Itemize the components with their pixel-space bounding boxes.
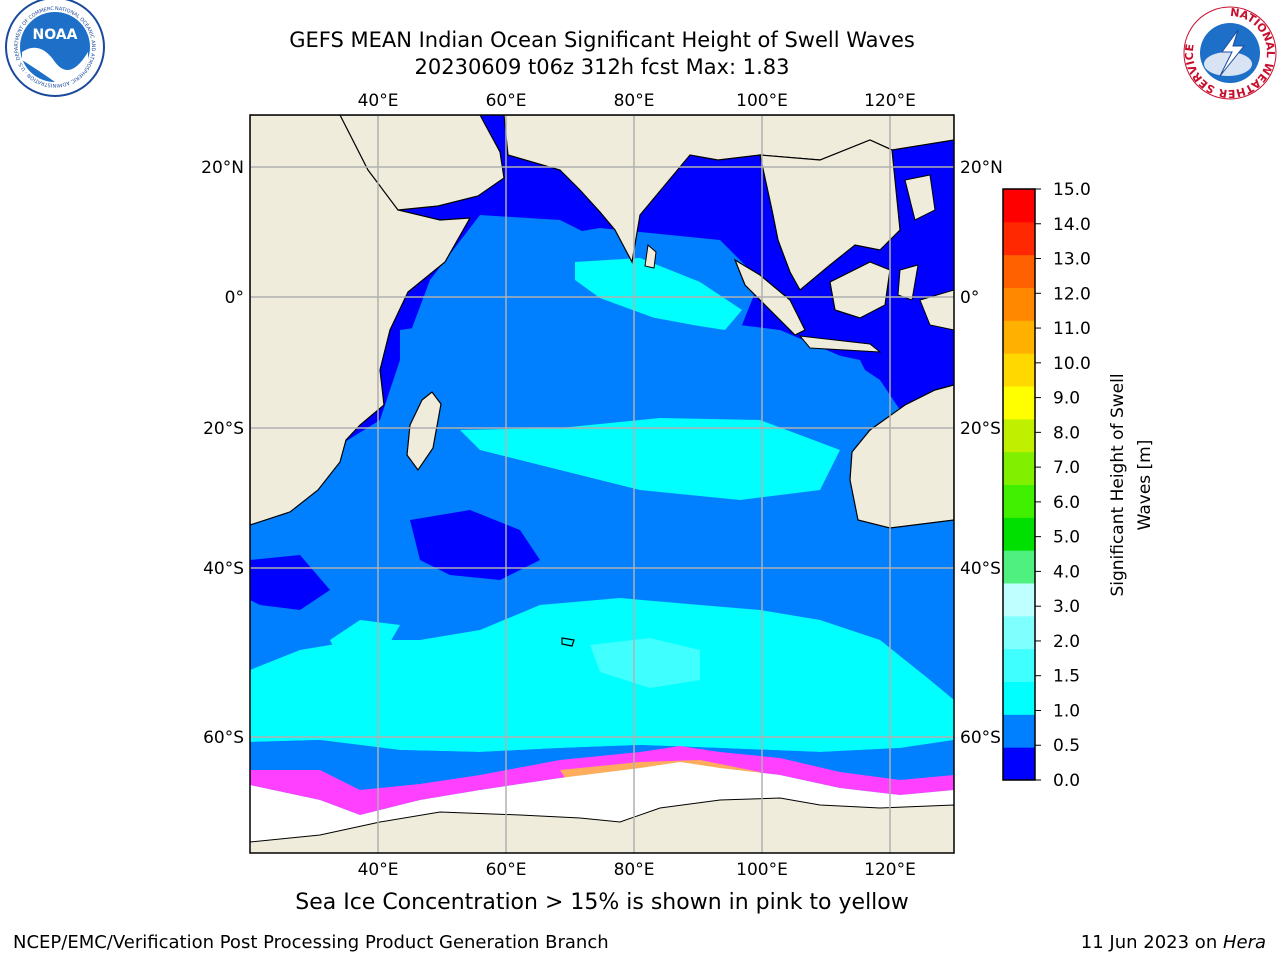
land-australia (849, 384, 954, 529)
map-frame (249, 114, 955, 854)
colorbar-swatch (1003, 550, 1035, 584)
colorbar-tick-label: 13.0 (1053, 250, 1091, 270)
colorbar-label-line1: Significant Height of Swell (1108, 373, 1128, 596)
swell-band-1.0-1.5-southern (250, 598, 954, 752)
chart-title: GEFS MEAN Indian Ocean Significant Heigh… (289, 28, 915, 52)
lon-label-top: 80°E (614, 91, 655, 111)
lat-label-left: 20°N (201, 158, 244, 178)
colorbar-swatch (1003, 681, 1035, 715)
colorbar-tick-label: 1.5 (1053, 667, 1080, 687)
lon-label-bottom: 40°E (358, 860, 399, 880)
lon-label-top: 40°E (358, 91, 399, 111)
nws-logo: NATIONAL WEATHER SERVICE (1183, 6, 1277, 100)
colorbar-swatch (1003, 583, 1035, 617)
colorbar-swatch (1003, 254, 1035, 288)
colorbar-tick-label: 10.0 (1053, 354, 1091, 374)
colorbar-tick-label: 8.0 (1053, 423, 1080, 443)
lon-label-top: 60°E (486, 91, 527, 111)
colorbar-tick-label: 7.0 (1053, 458, 1080, 478)
lon-label-bottom: 120°E (864, 860, 916, 880)
colorbar-tick-label: 1.0 (1053, 701, 1080, 721)
footer-credit: NCEP/EMC/Verification Post Processing Pr… (13, 932, 609, 953)
noaa-logo: NOAA NATIONAL OCEANIC AND ATMOSPHERIC AD… (0, 0, 105, 97)
lat-label-right: 40°S (960, 559, 1001, 579)
lat-label-left: 0° (225, 288, 244, 308)
colorbar-swatch (1003, 747, 1035, 781)
land-madagascar (406, 391, 442, 472)
colorbar-swatch (1003, 615, 1035, 650)
lat-label-right: 20°N (960, 158, 1003, 178)
colorbar-swatch (1003, 353, 1035, 387)
colorbar-swatch (1003, 287, 1035, 321)
lon-label-top: 120°E (864, 91, 916, 111)
colorbar-label-line2: Waves [m] (1135, 440, 1155, 531)
colorbar-swatch (1003, 648, 1035, 682)
lat-label-right: 0° (960, 288, 979, 308)
sea-ice-caption: Sea Ice Concentration > 15% is shown in … (295, 890, 909, 915)
colorbar-tick-label: 14.0 (1053, 215, 1091, 235)
colorbar-ticks: 0.0 0.5 1.0 1.5 2.0 3.0 4.0 5.0 6.0 7.0 8.0 9.0 10.0… (1035, 180, 1091, 791)
colorbar-tick-label: 0.5 (1053, 736, 1080, 756)
lat-label-right: 20°S (960, 419, 1001, 439)
colorbar-frame (1002, 188, 1036, 781)
lon-label-top: 100°E (736, 91, 788, 111)
colorbar-swatch (1003, 320, 1035, 354)
noaa-logo-text: NOAA (33, 27, 78, 43)
lon-label-bottom: 60°E (486, 860, 527, 880)
colorbar-swatch (1003, 517, 1035, 551)
lat-label-left: 40°S (203, 559, 244, 579)
colorbar-swatch (1003, 484, 1035, 518)
colorbar-tick-label: 15.0 (1053, 180, 1091, 200)
colorbar-swatch (1003, 451, 1035, 485)
lon-label-bottom: 100°E (736, 860, 788, 880)
colorbar-swatch (1003, 189, 1035, 223)
colorbar-swatch (1003, 418, 1035, 453)
colorbar-tick-label: 5.0 (1053, 528, 1080, 548)
chart-subtitle: 20230609 t06z 312h fcst Max: 1.83 (414, 55, 790, 79)
lat-label-left: 20°S (203, 419, 244, 439)
lon-label-bottom: 80°E (614, 860, 655, 880)
swell-band-1.0-1.5-subtropical (460, 418, 840, 500)
colorbar (1003, 189, 1035, 781)
colorbar-tick-label: 12.0 (1053, 284, 1091, 304)
colorbar-tick-label: 9.0 (1053, 389, 1080, 409)
colorbar-swatch (1003, 386, 1035, 420)
swell-band-1.5-2.0 (590, 638, 700, 688)
land-antarctica (250, 797, 954, 853)
colorbar-tick-label: 11.0 (1053, 319, 1091, 339)
footer-host: Hera (1222, 932, 1266, 953)
land-southeast-asia (759, 139, 901, 291)
map-panel (250, 115, 954, 853)
footer-date: 11 Jun 2023 on Hera (1080, 932, 1266, 953)
lat-label-right: 60°S (960, 728, 1001, 748)
graticule (250, 115, 954, 853)
colorbar-swatch (1003, 714, 1035, 748)
lat-label-left: 60°S (203, 728, 244, 748)
sea-ice-edge (250, 746, 954, 815)
colorbar-tick-label: 4.0 (1053, 562, 1080, 582)
colorbar-swatch (1003, 221, 1035, 256)
colorbar-tick-label: 2.0 (1053, 632, 1080, 652)
land-borneo (829, 261, 891, 319)
colorbar-tick-label: 0.0 (1053, 771, 1080, 791)
colorbar-tick-label: 3.0 (1053, 597, 1080, 617)
colorbar-tick-label: 6.0 (1053, 493, 1080, 513)
land-india (503, 115, 954, 264)
swell-band-1.0-1.5-equatorial (575, 258, 742, 330)
